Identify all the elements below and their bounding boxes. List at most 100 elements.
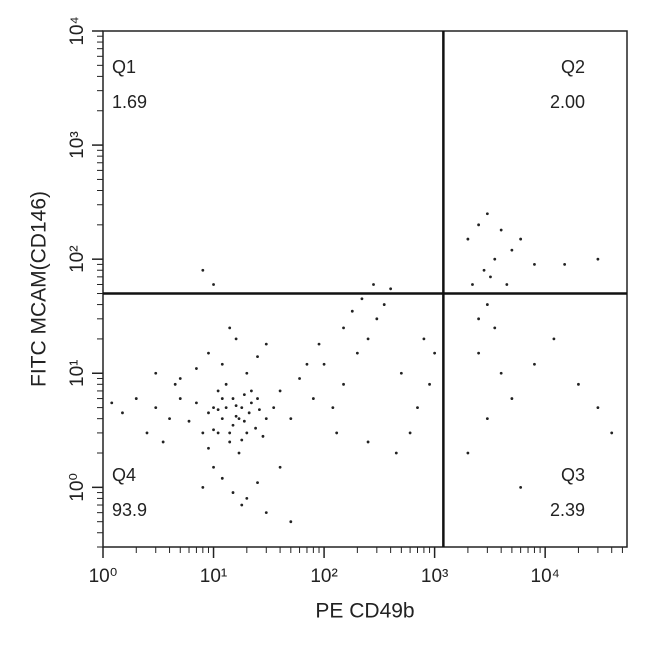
data-point — [433, 351, 437, 355]
data-point — [195, 401, 198, 405]
data-point — [416, 406, 419, 410]
data-point — [331, 406, 335, 410]
data-point — [154, 406, 158, 410]
quadrant-percent: 2.39 — [550, 500, 585, 520]
data-point — [201, 431, 205, 435]
data-point — [493, 326, 497, 330]
quadrant-name: Q3 — [561, 465, 585, 485]
data-point — [272, 406, 276, 410]
data-point — [477, 351, 481, 355]
y-tick-label: 10⁴ — [67, 16, 88, 45]
data-point — [264, 417, 268, 421]
data-point — [249, 389, 253, 393]
data-point — [110, 401, 114, 405]
data-point — [335, 431, 339, 435]
data-point — [533, 362, 536, 366]
data-point — [242, 419, 246, 423]
data-point — [220, 362, 224, 366]
data-point — [256, 397, 259, 400]
data-point — [224, 406, 228, 410]
data-point — [178, 397, 182, 400]
data-point — [360, 297, 364, 301]
x-tick-label: 10³ — [421, 566, 448, 587]
data-point — [154, 371, 158, 375]
x-tick-label: 10⁰ — [89, 566, 118, 587]
data-point — [254, 426, 257, 430]
data-point — [366, 337, 370, 341]
data-point — [237, 451, 241, 455]
quadrant-name: Q2 — [561, 57, 585, 77]
data-point — [231, 423, 235, 427]
y-tick-label: 10³ — [67, 131, 88, 158]
data-point — [220, 417, 224, 421]
data-point — [596, 406, 600, 410]
x-axis-title: PE CD49b — [315, 600, 414, 623]
data-point — [372, 283, 375, 286]
quadrant-name: Q1 — [112, 57, 136, 77]
data-point — [610, 431, 614, 435]
data-point — [237, 417, 241, 421]
data-point — [201, 485, 205, 489]
data-point — [342, 382, 345, 386]
data-point — [249, 401, 253, 405]
data-point — [121, 411, 124, 415]
data-point — [322, 362, 326, 366]
quadrant-percent: 1.69 — [112, 92, 147, 112]
data-point — [510, 397, 514, 400]
y-axis-title: FITC MCAM(CD146) — [28, 191, 51, 387]
data-point — [264, 511, 268, 515]
data-point — [264, 342, 268, 346]
data-point — [375, 317, 379, 321]
data-point — [289, 520, 293, 524]
data-point — [305, 362, 309, 366]
plot-frame — [102, 30, 628, 548]
quadrant-percent: 93.9 — [112, 500, 147, 520]
data-point — [399, 371, 403, 375]
data-point — [212, 428, 215, 432]
data-point — [212, 465, 215, 469]
data-point — [510, 248, 514, 252]
data-point — [311, 397, 315, 400]
data-point — [247, 411, 251, 415]
data-point — [466, 451, 470, 455]
data-point — [228, 326, 232, 330]
data-point — [201, 268, 205, 272]
data-point — [499, 371, 503, 375]
data-point — [519, 485, 523, 489]
data-point — [228, 440, 232, 444]
data-point — [533, 262, 536, 266]
data-point — [477, 223, 481, 227]
data-point — [212, 406, 215, 410]
data-point — [278, 389, 282, 393]
data-point — [256, 355, 259, 358]
data-point — [389, 287, 393, 291]
quadrant-percent: 2.00 — [550, 92, 585, 112]
data-point — [220, 397, 224, 400]
data-point — [187, 419, 191, 423]
data-point — [261, 434, 265, 438]
data-point — [298, 377, 301, 380]
data-point — [489, 275, 492, 279]
data-point — [485, 303, 489, 306]
data-point — [220, 476, 224, 480]
data-point — [317, 342, 321, 346]
quadrant-name: Q4 — [112, 465, 136, 485]
data-point — [207, 351, 210, 355]
data-point — [134, 397, 138, 400]
data-point — [485, 417, 489, 421]
data-point — [224, 382, 228, 386]
data-point — [240, 438, 244, 442]
x-tick-label: 10² — [310, 566, 337, 587]
data-point — [471, 283, 474, 286]
data-point — [173, 382, 177, 386]
data-point — [256, 481, 259, 485]
data-point — [493, 257, 497, 261]
data-point — [234, 337, 238, 341]
data-point — [350, 309, 354, 313]
data-point — [195, 367, 198, 370]
data-point — [552, 337, 556, 341]
data-point — [258, 408, 261, 412]
data-point — [485, 212, 489, 216]
data-point — [207, 446, 210, 450]
